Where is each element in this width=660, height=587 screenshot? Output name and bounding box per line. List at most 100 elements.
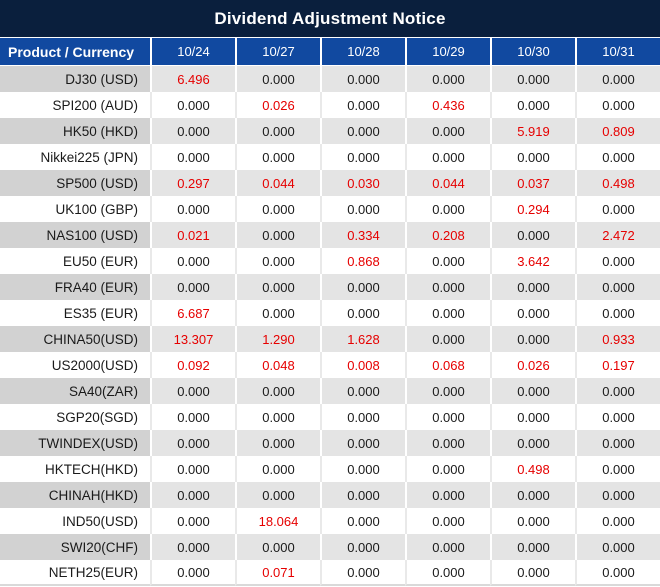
value-cell: 0.868 [320,248,405,274]
product-cell: DJ30 (USD) [0,66,150,92]
value-cell: 0.000 [320,66,405,92]
value-cell: 0.026 [490,352,575,378]
table-row: SWI20(CHF) 0.000 0.000 0.000 0.000 0.000 0.000 [0,534,660,560]
table-row: Nikkei225 (JPN) 0.000 0.000 0.000 0.000 0.000… [0,144,660,170]
value-cell: 0.000 [490,274,575,300]
value-cell: 0.000 [150,456,235,482]
value-cell: 0.000 [150,378,235,404]
value-cell: 0.000 [405,326,490,352]
value-cell: 0.000 [490,326,575,352]
value-cell: 0.000 [320,196,405,222]
value-cell: 0.000 [490,144,575,170]
value-cell: 0.000 [575,456,660,482]
value-cell: 0.498 [575,170,660,196]
value-cell: 0.000 [150,144,235,170]
table-row: US2000(USD) 0.092 0.048 0.008 0.068 0.026 0.19… [0,352,660,378]
table-row: ES35 (EUR) 6.687 0.000 0.000 0.000 0.000 0.000 [0,300,660,326]
value-cell: 0.000 [575,196,660,222]
value-cell: 0.000 [405,118,490,144]
value-cell: 0.000 [490,430,575,456]
column-header-product: Product / Currency [0,38,150,66]
value-cell: 0.000 [235,118,320,144]
value-cell: 0.000 [405,430,490,456]
value-cell: 0.000 [235,66,320,92]
column-header-date: 10/27 [235,38,320,66]
value-cell: 0.000 [490,378,575,404]
value-cell: 2.472 [575,222,660,248]
value-cell: 0.000 [235,196,320,222]
value-cell: 0.000 [405,66,490,92]
product-cell: SA40(ZAR) [0,378,150,404]
value-cell: 0.000 [150,534,235,560]
table-row: NETH25(EUR) 0.000 0.071 0.000 0.000 0.000 0.00… [0,560,660,586]
value-cell: 0.000 [320,430,405,456]
value-cell: 3.642 [490,248,575,274]
column-header-date: 10/24 [150,38,235,66]
value-cell: 0.000 [490,404,575,430]
value-cell: 0.000 [320,274,405,300]
value-cell: 0.000 [575,66,660,92]
value-cell: 0.044 [405,170,490,196]
value-cell: 0.000 [320,456,405,482]
value-cell: 0.000 [405,456,490,482]
table-row: HK50 (HKD) 0.000 0.000 0.000 0.000 5.919 0.809 [0,118,660,144]
value-cell: 0.000 [405,560,490,586]
product-cell: NETH25(EUR) [0,560,150,586]
value-cell: 0.000 [320,508,405,534]
product-cell: SP500 (USD) [0,170,150,196]
value-cell: 0.021 [150,222,235,248]
product-cell: SGP20(SGD) [0,404,150,430]
value-cell: 0.000 [320,482,405,508]
value-cell: 0.044 [235,170,320,196]
value-cell: 0.000 [575,248,660,274]
product-cell: FRA40 (EUR) [0,274,150,300]
value-cell: 18.064 [235,508,320,534]
value-cell: 0.000 [405,482,490,508]
product-cell: UK100 (GBP) [0,196,150,222]
value-cell: 0.197 [575,352,660,378]
value-cell: 0.000 [150,274,235,300]
table-row: SP500 (USD) 0.297 0.044 0.030 0.044 0.037 0.49… [0,170,660,196]
value-cell: 0.000 [490,508,575,534]
value-cell: 0.000 [575,144,660,170]
product-cell: HK50 (HKD) [0,118,150,144]
product-cell: ES35 (EUR) [0,300,150,326]
product-cell: EU50 (EUR) [0,248,150,274]
value-cell: 0.000 [150,404,235,430]
value-cell: 0.000 [575,430,660,456]
value-cell: 0.000 [575,300,660,326]
value-cell: 0.000 [320,92,405,118]
value-cell: 13.307 [150,326,235,352]
table-row: FRA40 (EUR) 0.000 0.000 0.000 0.000 0.000 0.00… [0,274,660,300]
value-cell: 0.000 [405,378,490,404]
value-cell: 0.000 [320,378,405,404]
value-cell: 6.496 [150,66,235,92]
product-cell: TWINDEX(USD) [0,430,150,456]
value-cell: 0.008 [320,352,405,378]
value-cell: 0.000 [235,456,320,482]
product-cell: CHINA50(USD) [0,326,150,352]
value-cell: 0.297 [150,170,235,196]
value-cell: 0.000 [320,404,405,430]
value-cell: 0.000 [490,300,575,326]
table-row: IND50(USD) 0.000 18.064 0.000 0.000 0.000 0.00… [0,508,660,534]
value-cell: 0.000 [150,92,235,118]
value-cell: 0.208 [405,222,490,248]
value-cell: 0.436 [405,92,490,118]
value-cell: 0.000 [405,300,490,326]
value-cell: 5.919 [490,118,575,144]
value-cell: 0.030 [320,170,405,196]
product-cell: SPI200 (AUD) [0,92,150,118]
table-row: UK100 (GBP) 0.000 0.000 0.000 0.000 0.294 0.00… [0,196,660,222]
value-cell: 0.000 [575,482,660,508]
value-cell: 0.000 [235,534,320,560]
value-cell: 0.000 [320,144,405,170]
value-cell: 0.000 [575,92,660,118]
value-cell: 0.071 [235,560,320,586]
product-cell: HKTECH(HKD) [0,456,150,482]
value-cell: 0.048 [235,352,320,378]
page-title: Dividend Adjustment Notice [0,0,660,38]
column-header-date: 10/29 [405,38,490,66]
table-row: EU50 (EUR) 0.000 0.000 0.868 0.000 3.642 0.000 [0,248,660,274]
